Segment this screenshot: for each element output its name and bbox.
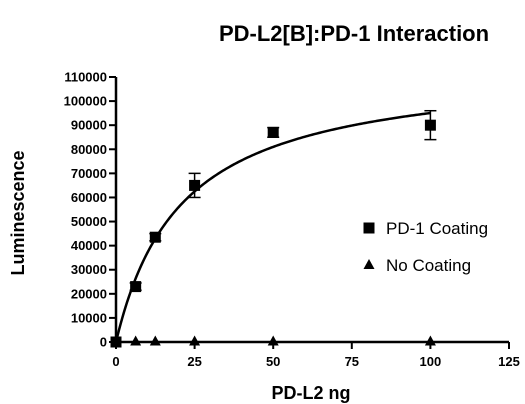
data-point-no-coating <box>424 335 436 346</box>
y-axis-label: Luminescence <box>8 150 28 275</box>
data-point-pd-1-coating <box>424 119 436 131</box>
x-axis-label: PD-L2 ng <box>272 383 351 403</box>
y-tick-label: 60000 <box>71 190 107 205</box>
chart-title: PD-L2[B]:PD-1 Interaction <box>219 21 489 46</box>
y-tick-label: 110000 <box>64 70 107 85</box>
y-tick-label: 80000 <box>71 142 107 157</box>
y-tick-label: 90000 <box>71 118 107 133</box>
legend-label-pd-1-coating: PD-1 Coating <box>386 219 488 238</box>
data-point-no-coating <box>189 335 201 346</box>
legend-label-no-coating: No Coating <box>386 256 471 275</box>
data-point-no-coating <box>130 335 142 346</box>
fit-curve-layer <box>114 111 431 343</box>
axes: 0 10000 20000 30000 40000 50000 60000 70000 8000… <box>64 70 520 370</box>
x-tick-label: 0 <box>112 354 119 369</box>
fit-curve-pd1-coating <box>114 111 431 343</box>
x-tick-label: 50 <box>266 354 280 369</box>
y-tick-label: 0 <box>100 335 107 350</box>
x-tick-label: 25 <box>187 354 201 369</box>
x-tick-label: 75 <box>345 354 359 369</box>
data-point-pd-1-coating <box>189 179 201 191</box>
y-tick-label: 20000 <box>71 286 107 301</box>
data-point-no-coating <box>267 335 279 346</box>
legend-marker-no-coating <box>363 259 375 269</box>
data-point-pd-1-coating <box>267 126 279 138</box>
y-tick-label: 10000 <box>71 310 107 325</box>
data-point-no-coating <box>110 335 122 346</box>
legend: PD-1 Coating No Coating <box>363 219 488 275</box>
data-point-pd-1-coating <box>149 231 161 243</box>
data-point-pd-1-coating <box>130 281 142 293</box>
legend-marker-pd-1-coating <box>363 222 375 234</box>
y-tick-label: 50000 <box>71 214 107 229</box>
y-tick-label: 30000 <box>71 262 107 277</box>
data-point-no-coating <box>149 335 161 346</box>
y-tick-label: 70000 <box>71 166 107 181</box>
x-tick-label: 100 <box>420 354 442 369</box>
data-points-layer <box>110 109 437 348</box>
y-tick-label: 100000 <box>64 94 107 109</box>
x-tick-label: 125 <box>498 354 520 369</box>
y-tick-label: 40000 <box>71 238 107 253</box>
